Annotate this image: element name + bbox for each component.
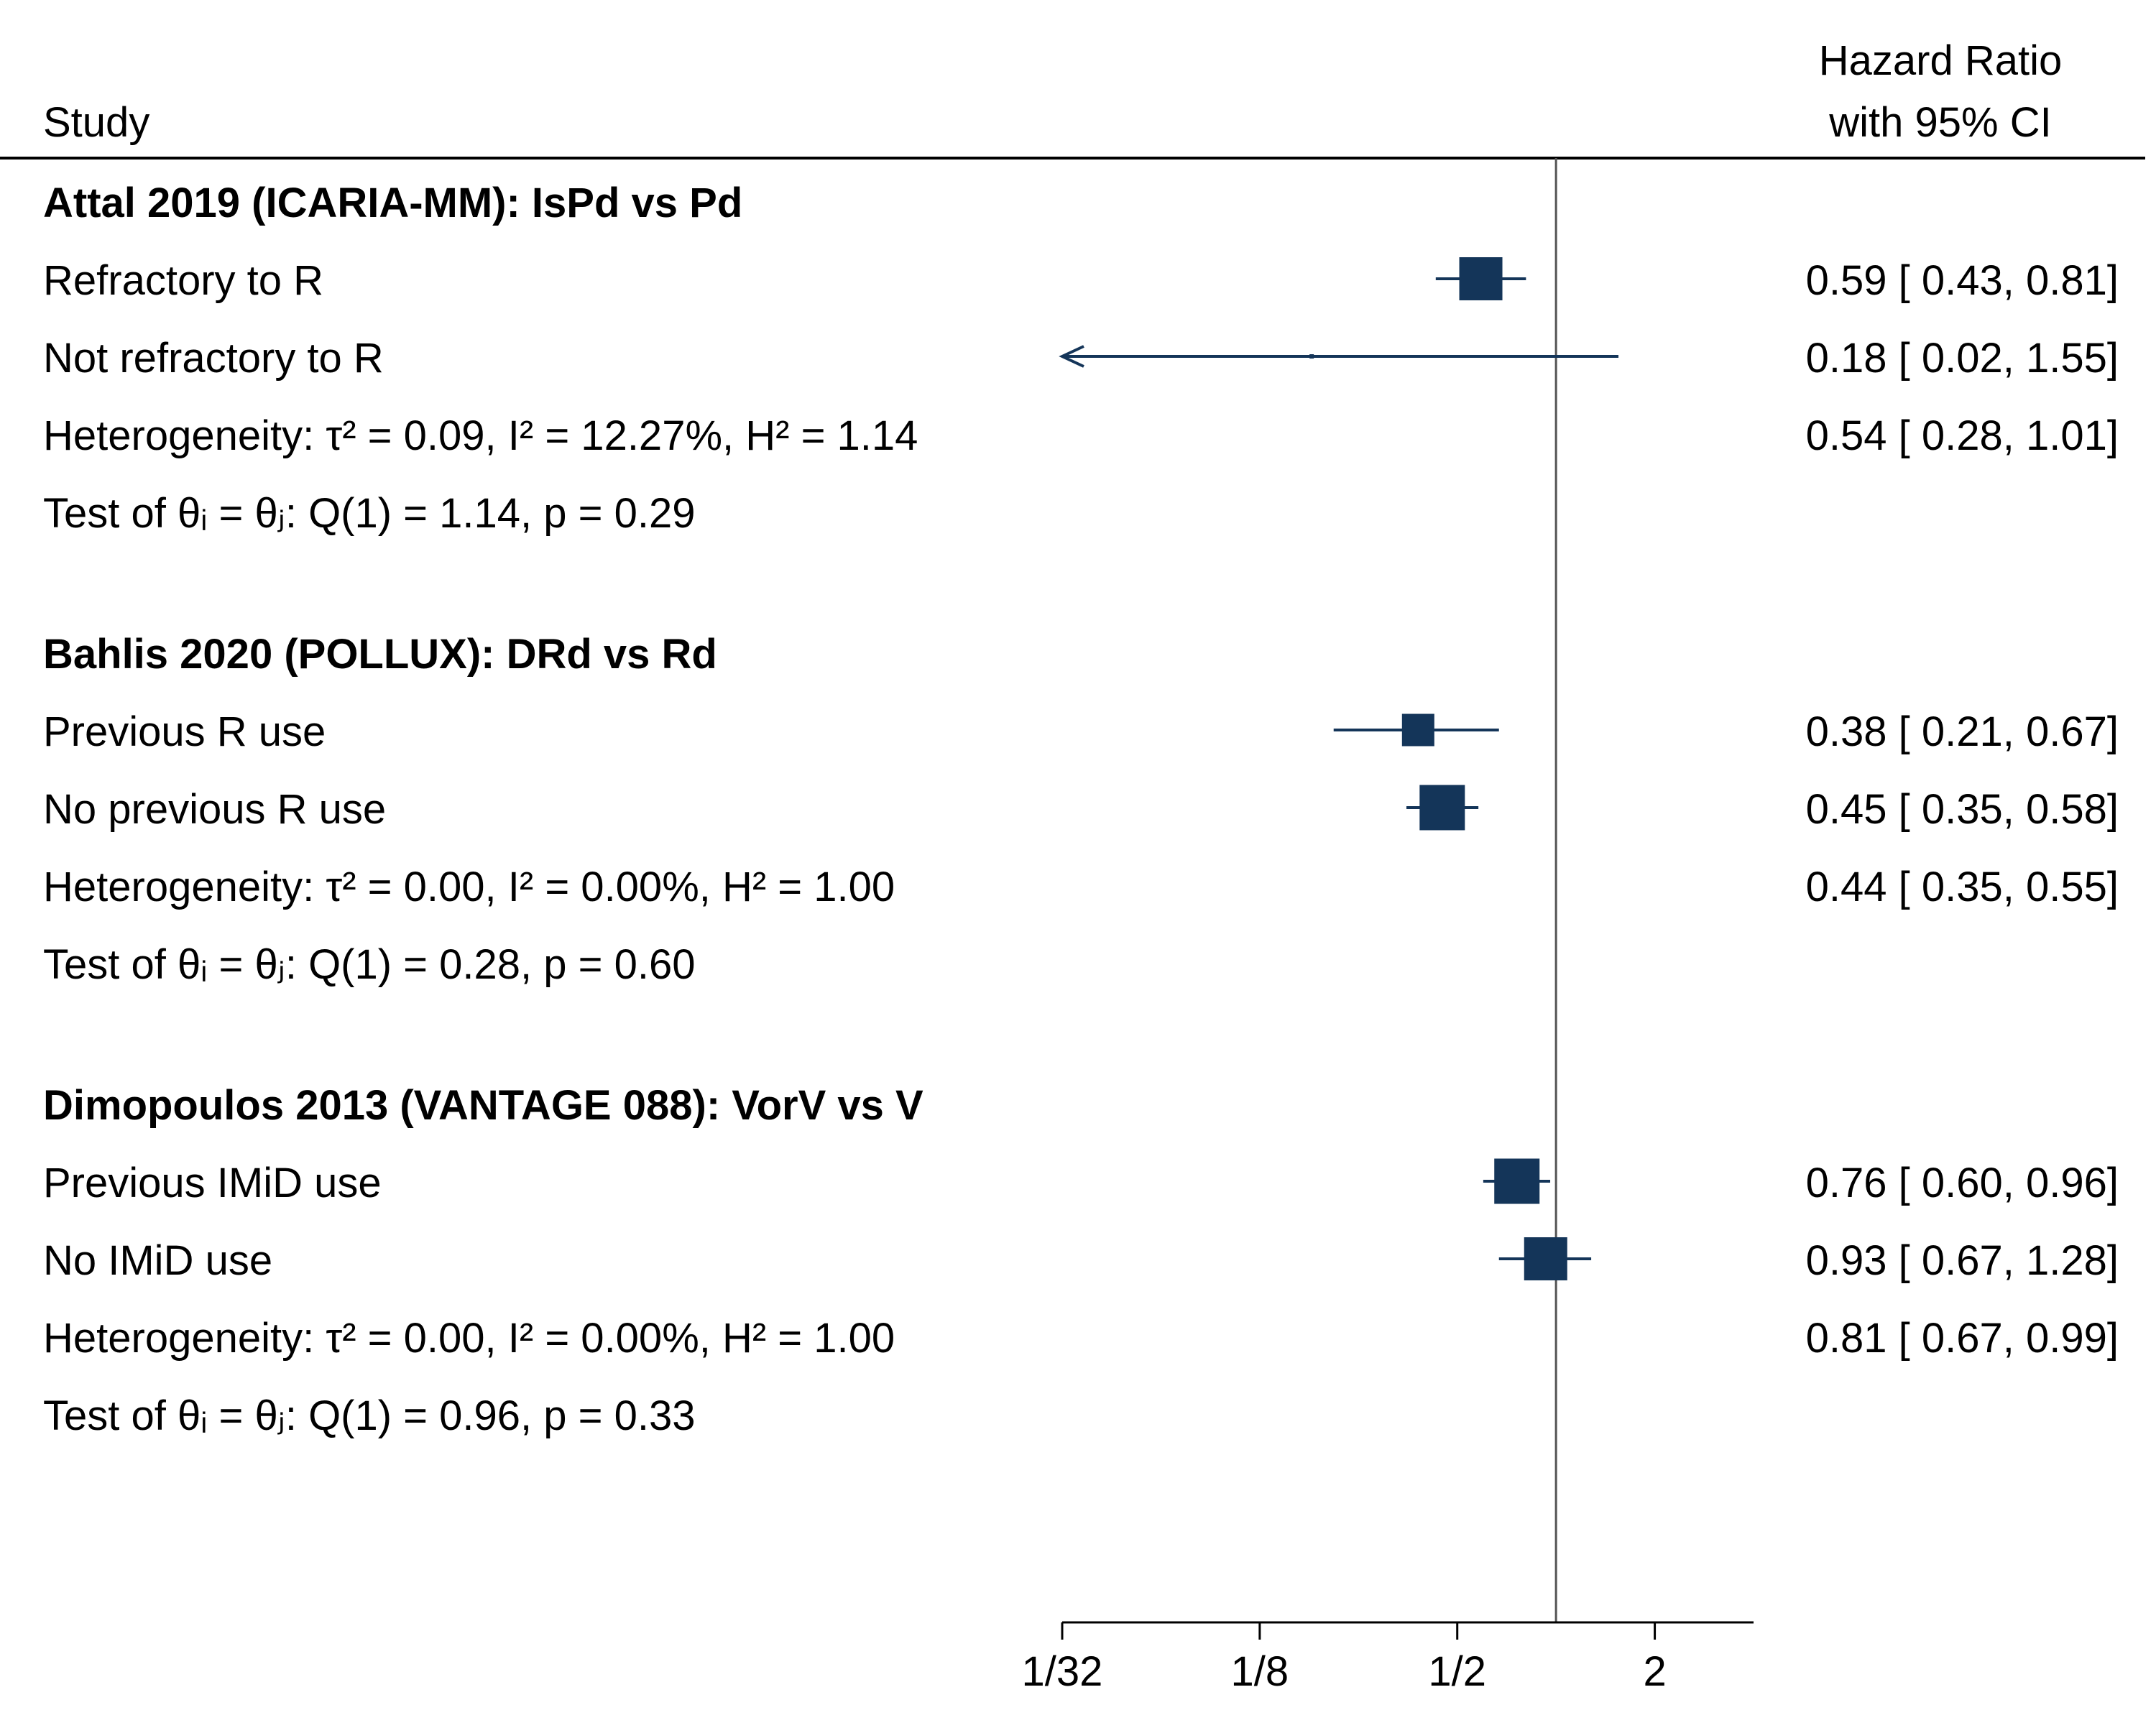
plot-marks: 1/32 1/8 1/2 2 (1022, 158, 1754, 1695)
ci-text-previous-imid: 0.76 [ 0.60, 0.96] (1806, 1160, 2119, 1206)
study-label-previous-r: Previous R use (43, 708, 326, 755)
ci-text-no-imid: 0.93 [ 0.67, 1.28] (1806, 1237, 2119, 1284)
hr-marker-g0-s1 (1309, 354, 1314, 359)
heterogeneity-attal: Heterogeneity: τ² = 0.09, I² = 12.27%, H… (43, 412, 918, 459)
study-label-no-imid: No IMiD use (43, 1237, 272, 1284)
header-effect-label-line2: with 95% CI (1828, 99, 2051, 146)
x-tick-label-2: 1/2 (1428, 1648, 1486, 1695)
group-title-bahlis: Bahlis 2020 (POLLUX): DRd vs Rd (43, 631, 717, 678)
ci-text-previous-r: 0.38 [ 0.21, 0.67] (1806, 708, 2119, 755)
study-label-not-refractory-r: Not refractory to R (43, 335, 384, 382)
ci-text-refractory-r: 0.59 [ 0.43, 0.81] (1806, 257, 2119, 304)
test-attal: Test of θᵢ = θⱼ: Q(1) = 1.14, p = 0.29 (43, 490, 696, 537)
hr-marker-g1-s1 (1419, 785, 1465, 831)
test-bahlis: Test of θᵢ = θⱼ: Q(1) = 0.28, p = 0.60 (43, 941, 696, 988)
x-tick-label-1: 1/8 (1231, 1648, 1289, 1695)
hr-marker-g2-s1 (1524, 1237, 1567, 1280)
group-title-dimopoulos: Dimopoulos 2013 (VANTAGE 088): VorV vs V (43, 1082, 923, 1129)
study-label-no-previous-r: No previous R use (43, 786, 386, 833)
header-study-label: Study (43, 99, 149, 146)
header-effect-label-line1: Hazard Ratio (1819, 37, 2062, 84)
ci-text-not-refractory-r: 0.18 [ 0.02, 1.55] (1806, 335, 2119, 382)
ci-text-heterogeneity-dimopoulos: 0.81 [ 0.67, 0.99] (1806, 1315, 2119, 1362)
study-label-refractory-r: Refractory to R (43, 257, 323, 304)
hr-marker-g0-s0 (1459, 257, 1503, 300)
study-label-previous-imid: Previous IMiD use (43, 1160, 382, 1206)
ci-arrow-g0-s1 (1059, 345, 1084, 368)
ci-text-heterogeneity-attal: 0.54 [ 0.28, 1.01] (1806, 412, 2119, 459)
group-title-attal: Attal 2019 (ICARIA-MM): IsPd vs Pd (43, 180, 742, 226)
ci-text-no-previous-r: 0.45 [ 0.35, 0.58] (1806, 786, 2119, 833)
test-dimopoulos: Test of θᵢ = θⱼ: Q(1) = 0.96, p = 0.33 (43, 1392, 696, 1439)
heterogeneity-bahlis: Heterogeneity: τ² = 0.00, I² = 0.00%, H²… (43, 864, 895, 910)
hr-marker-g1-s0 (1401, 713, 1434, 747)
hr-marker-g2-s0 (1494, 1158, 1540, 1204)
x-tick-label-3: 2 (1643, 1648, 1666, 1695)
x-tick-label-0: 1/32 (1022, 1648, 1103, 1695)
heterogeneity-dimopoulos: Heterogeneity: τ² = 0.00, I² = 0.00%, H²… (43, 1315, 895, 1362)
ci-text-heterogeneity-bahlis: 0.44 [ 0.35, 0.55] (1806, 864, 2119, 910)
